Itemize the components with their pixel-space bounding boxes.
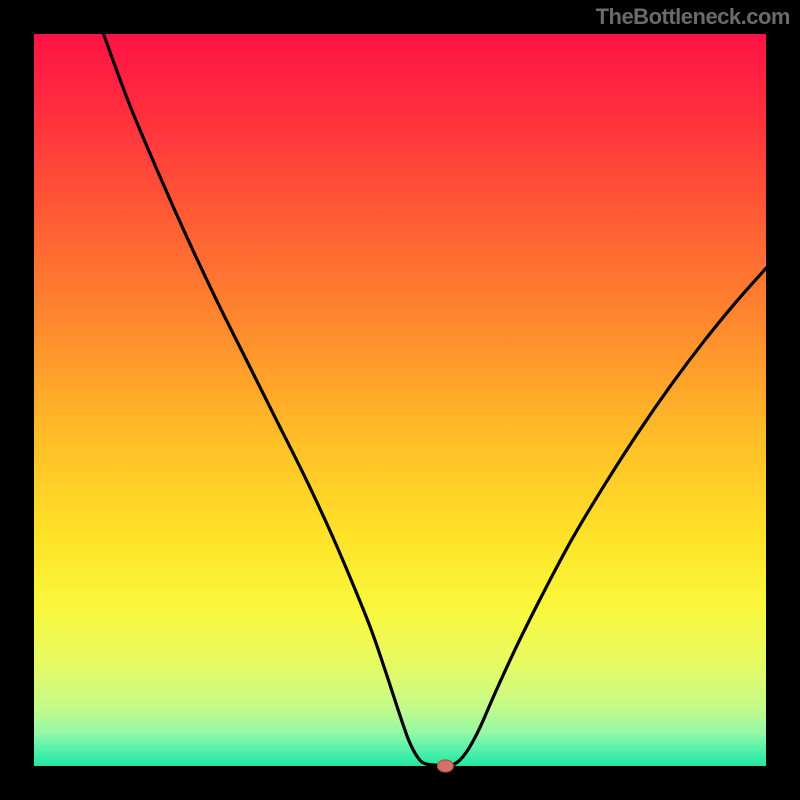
chart-svg xyxy=(0,0,800,800)
watermark-text: TheBottleneck.com xyxy=(596,4,790,30)
optimum-marker xyxy=(437,760,453,772)
bottleneck-chart: TheBottleneck.com xyxy=(0,0,800,800)
plot-background xyxy=(34,34,766,766)
